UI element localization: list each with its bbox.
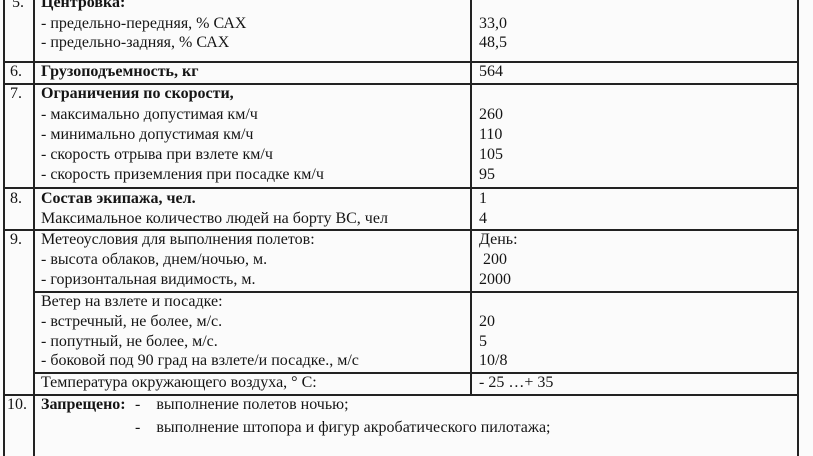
row-value: 95	[479, 166, 495, 183]
table-border-right	[797, 0, 799, 456]
row-divider	[3, 61, 798, 63]
row-value: 564	[479, 63, 503, 80]
prohibited-item: - выполнение штопора и фигур акробатичес…	[135, 419, 551, 436]
row-line: - предельно-задняя, % САХ	[41, 34, 230, 51]
row-value: 4	[479, 210, 487, 227]
row-number: 5.	[12, 0, 24, 11]
row-title: Ограничения по скорости,	[41, 85, 234, 102]
row-value: 2000	[479, 271, 511, 288]
row-title: Центровка:	[41, 0, 126, 11]
row-value: 10/8	[479, 352, 508, 369]
prohibited-item: - выполнение полетов ночью;	[135, 396, 349, 413]
row-line: - высота облаков, днем/ночью, м.	[41, 251, 268, 268]
row-title: Грузоподъемность, кг	[41, 63, 199, 80]
number-column-divider	[33, 0, 35, 456]
row-line: - горизонтальная видимость, м.	[41, 271, 256, 288]
row-title: Состав экипажа, чел.	[41, 190, 196, 207]
row-divider	[3, 83, 798, 85]
row-value: 110	[479, 126, 503, 143]
row-line: - боковой под 90 град на взлете/и посадк…	[41, 352, 359, 369]
row-number: 6.	[10, 63, 22, 80]
value-column-divider	[470, 0, 472, 394]
table-border-left	[3, 0, 5, 456]
row-divider	[3, 394, 798, 396]
row-value: - 25 …+ 35	[479, 374, 554, 391]
row-number: 10.	[7, 396, 27, 413]
row-line: - попутный, не более, м/с.	[41, 333, 218, 350]
row-number: 7.	[10, 85, 22, 102]
row-line: - скорость отрыва при взлете км/ч	[41, 146, 273, 163]
row-value: 105	[479, 146, 503, 163]
row-value: 1	[479, 190, 487, 207]
row-value: 20	[479, 313, 495, 330]
row-divider	[3, 187, 798, 189]
row-title: Запрещено:	[41, 396, 126, 413]
row-number: 8.	[10, 190, 22, 207]
row-value: День:	[479, 231, 518, 248]
row-line: Максимальное количество людей на борту В…	[41, 210, 388, 227]
row-line: - скорость приземления при посадке км/ч	[41, 166, 324, 183]
row-title: Метеоусловия для выполнения полетов:	[41, 231, 315, 248]
row-line: - встречный, не более, м/с.	[41, 313, 223, 330]
row-line: - максимально допустимая км/ч	[41, 106, 258, 123]
row-title: Температура окружающего воздуха, ° С:	[41, 374, 317, 391]
row-value: 48,5	[479, 34, 507, 51]
row-title: Ветер на взлете и посадке:	[41, 293, 223, 310]
row-divider	[33, 372, 798, 374]
row-value: 33,0	[479, 15, 507, 32]
row-value: 5	[479, 333, 487, 350]
row-value: 260	[479, 106, 503, 123]
row-number: 9.	[10, 231, 22, 248]
row-line: - предельно-передняя, % САХ	[41, 15, 247, 32]
row-line: - минимально допустимая км/ч	[41, 126, 254, 143]
row-divider	[33, 291, 798, 293]
row-divider	[3, 229, 798, 231]
row-value: 200	[479, 251, 507, 268]
